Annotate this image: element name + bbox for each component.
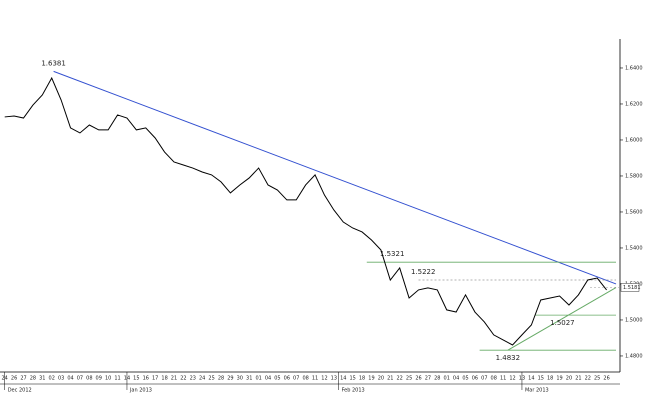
x-tick-label: 05 bbox=[274, 376, 280, 382]
y-tick-label: 1.5400 bbox=[625, 245, 643, 251]
x-tick-label: 18 bbox=[547, 376, 553, 382]
x-tick-label: Jan 2013 bbox=[129, 388, 152, 394]
x-tick-label: 26 bbox=[415, 376, 421, 382]
annotation: 1.6381 bbox=[41, 59, 66, 67]
x-tick-label: 11 bbox=[114, 376, 120, 382]
x-tick-label: 05 bbox=[462, 376, 468, 382]
y-tick-label: 1.4800 bbox=[625, 353, 643, 359]
x-tick-label: 08 bbox=[86, 376, 92, 382]
x-tick-label: 28 bbox=[218, 376, 224, 382]
price-line bbox=[4, 76, 607, 346]
last-price-label: 1.5181 bbox=[623, 285, 641, 291]
x-tick-label: 22 bbox=[397, 376, 403, 382]
x-tick-label: 14 bbox=[528, 376, 534, 382]
x-tick-label: 15 bbox=[133, 376, 139, 382]
x-tick-label: 23 bbox=[190, 376, 196, 382]
x-tick-label: 04 bbox=[453, 376, 459, 382]
x-tick-label: 21 bbox=[387, 376, 393, 382]
x-tick-label: 30 bbox=[237, 376, 243, 382]
x-tick-label: 22 bbox=[585, 376, 591, 382]
x-tick-label: 28 bbox=[30, 376, 36, 382]
x-tick-label: 04 bbox=[265, 376, 271, 382]
x-tick-label: Feb 2013 bbox=[342, 388, 365, 394]
x-tick-label: 31 bbox=[39, 376, 45, 382]
x-tick-label: 18 bbox=[161, 376, 167, 382]
x-tick-label: 07 bbox=[481, 376, 487, 382]
x-tick-label: 11 bbox=[500, 376, 506, 382]
x-tick-label: 24 bbox=[199, 376, 205, 382]
annotation: 1.5222 bbox=[411, 268, 436, 276]
x-tick-label: 28 bbox=[434, 376, 440, 382]
y-tick-label: 1.6000 bbox=[625, 137, 643, 143]
x-tick-label: 27 bbox=[20, 376, 26, 382]
x-tick-label: 15 bbox=[349, 376, 355, 382]
x-tick-label: 08 bbox=[302, 376, 308, 382]
x-tick-label: 02 bbox=[49, 376, 55, 382]
trendline bbox=[507, 287, 617, 351]
x-tick-label: 26 bbox=[11, 376, 17, 382]
x-tick-label: 27 bbox=[425, 376, 431, 382]
x-tick-label: 25 bbox=[208, 376, 214, 382]
x-tick-label: 09 bbox=[96, 376, 102, 382]
y-tick-label: 1.5000 bbox=[625, 317, 643, 323]
last-price-box bbox=[620, 283, 640, 292]
x-tick-label: 26 bbox=[603, 376, 609, 382]
x-tick-label: 06 bbox=[284, 376, 290, 382]
y-tick-label: 1.5600 bbox=[625, 209, 643, 215]
x-tick-label: 08 bbox=[491, 376, 497, 382]
annotation: 1.5321 bbox=[380, 250, 405, 258]
y-tick-label: 1.5800 bbox=[625, 173, 643, 179]
y-tick-label: 1.6200 bbox=[625, 101, 643, 107]
x-tick-label: 31 bbox=[246, 376, 252, 382]
x-tick-label: 18 bbox=[359, 376, 365, 382]
x-tick-label: 06 bbox=[472, 376, 478, 382]
x-tick-label: 07 bbox=[293, 376, 299, 382]
x-tick-label: 20 bbox=[566, 376, 572, 382]
x-tick-label: 10 bbox=[105, 376, 111, 382]
y-tick-label: 1.6400 bbox=[625, 65, 643, 71]
x-tick-label: 03 bbox=[58, 376, 64, 382]
x-tick-label: 19 bbox=[556, 376, 562, 382]
x-tick-label: 01 bbox=[444, 376, 450, 382]
x-tick-label: 12 bbox=[509, 376, 515, 382]
trendline bbox=[53, 70, 617, 285]
x-tick-label: 15 bbox=[538, 376, 544, 382]
x-tick-label: 13 bbox=[331, 376, 337, 382]
x-tick-label: 25 bbox=[594, 376, 600, 382]
x-tick-label: 04 bbox=[67, 376, 73, 382]
x-tick-label: 07 bbox=[77, 376, 83, 382]
x-tick-label: 21 bbox=[575, 376, 581, 382]
x-tick-label: Mar 2013 bbox=[525, 388, 549, 394]
x-tick-label: 12 bbox=[321, 376, 327, 382]
annotation: 1.5027 bbox=[550, 319, 575, 327]
x-tick-label: 01 bbox=[255, 376, 261, 382]
x-tick-label: 21 bbox=[171, 376, 177, 382]
x-tick-label: 20 bbox=[378, 376, 384, 382]
x-tick-label: 22 bbox=[180, 376, 186, 382]
x-tick-label: 25 bbox=[406, 376, 412, 382]
x-tick-label: 16 bbox=[143, 376, 149, 382]
annotation: 1.4832 bbox=[496, 354, 521, 362]
x-tick-label: 19 bbox=[368, 376, 374, 382]
x-tick-label: Dec 2012 bbox=[8, 388, 32, 394]
x-tick-label: 17 bbox=[152, 376, 158, 382]
x-tick-label: 14 bbox=[340, 376, 346, 382]
x-tick-label: 11 bbox=[312, 376, 318, 382]
x-tick-label: 29 bbox=[227, 376, 233, 382]
